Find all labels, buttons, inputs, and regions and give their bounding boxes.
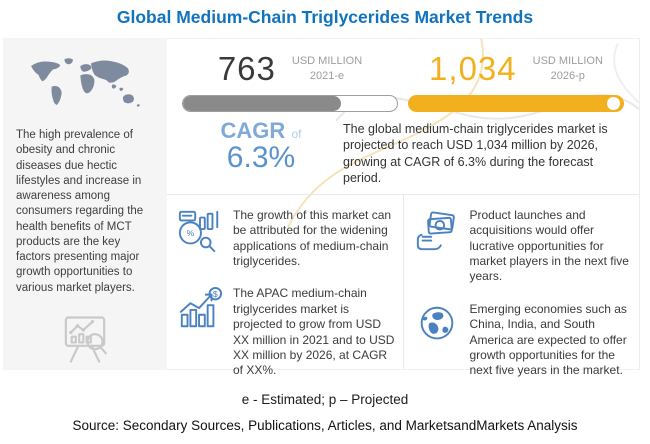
cagr-value: 6.3% [226,141,296,174]
market-size-stats: 763 USD MILLION 2021-e 1,034 USD [167,39,639,112]
market-value-2026: 1,034 [429,50,517,87]
page-title: Global Medium-Chain Triglycerides Market… [116,7,534,27]
svg-text:$: $ [213,289,218,299]
insight-growth: % The growth of this market can be attri… [167,195,403,273]
insight-launches-text: Product launches and acquisitions would … [469,208,629,284]
progress-bar-2021 [182,95,398,112]
market-unit-2021: USD MILLION 2021-e [291,54,363,82]
market-analysis-icon: % [178,210,219,253]
money-hand-icon [416,211,455,251]
insight-growth-text: The growth of this market can be attribu… [233,208,392,269]
insight-column-left: % The growth of this market can be attri… [167,195,403,390]
content-area: The high prevalence of obesity and chron… [3,38,640,377]
svg-text:%: % [187,228,195,238]
cagr-of: of [291,127,302,141]
stat-2021: 763 USD MILLION 2021-e [177,47,403,112]
world-map-icon [31,58,140,107]
insight-column-right: Product launches and acquisitions would … [404,195,640,390]
footnote-estimated-projected: e - Estimated; p – Projected [241,392,409,407]
cagr-section: CAGR of 6.3% The global medium-chain tri… [167,112,639,194]
presentation-chart-magnifier-icon [64,316,107,363]
progress-bar-2026 [408,95,624,112]
growth-chart-icon: $ [179,287,223,328]
sidebar-drivers: The high prevalence of obesity and chron… [3,38,167,370]
grid-vertical-divider [402,195,404,370]
insight-grid: % The growth of this market can be attri… [167,194,639,390]
insight-emerging-text: Emerging economies such as China, India,… [469,301,627,378]
market-summary-text: The global medium-chain triglycerides ma… [343,122,608,185]
insight-emerging: Emerging economies such as China, India,… [404,289,640,383]
cagr-block: CAGR of 6.3% [203,120,319,186]
progress-crescent-2026 [607,97,620,110]
globe-icon [420,306,453,340]
market-unit-2026: USD MILLION 2026-p [532,54,603,82]
source-attribution: Source: Secondary Sources, Publications,… [72,418,578,433]
insight-apac-text: The APAC medium-chain triglycerides mark… [233,286,395,378]
main-panel: 763 USD MILLION 2021-e 1,034 USD [167,38,640,377]
insight-apac: $ The APAC medium-chain triglycerides ma… [167,273,403,382]
market-driver-text: The high prevalence of obesity and chron… [16,128,144,294]
stat-2026: 1,034 USD MILLION 2026-p [403,47,629,112]
cagr-label: CAGR [220,118,286,143]
insight-launches: Product launches and acquisitions would … [404,195,640,289]
progress-fill-2021 [183,96,342,111]
market-value-2021: 763 [217,50,276,87]
